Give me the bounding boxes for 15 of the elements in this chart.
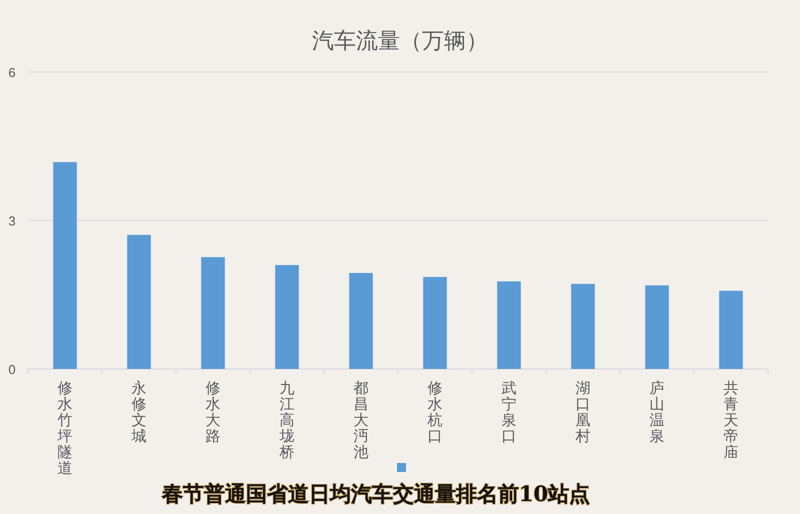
title: 汽车流量（万辆） bbox=[312, 28, 488, 53]
y-tick-label: 3 bbox=[8, 214, 16, 228]
x-tick-label: 武宁泉口 bbox=[502, 380, 516, 445]
annotation: 春节普通国省道日均汽车交通量排名前10站点 bbox=[162, 481, 590, 506]
x-tick-label: 修水杭口 bbox=[428, 380, 442, 445]
x-tick-label: 庐山温泉 bbox=[650, 380, 664, 445]
y-tick-label: 0 bbox=[8, 362, 16, 377]
x-tick-label: 共青天帝庙 bbox=[724, 380, 738, 461]
x-tick-label: 修水大路 bbox=[206, 380, 220, 445]
x-tick-label: 都昌大沔池 bbox=[354, 380, 368, 461]
x-tick-label: 湖口凰村 bbox=[576, 380, 590, 445]
x-tick-label: 永修文城 bbox=[132, 380, 146, 445]
y-tick-label: 6 bbox=[8, 65, 16, 80]
x-tick-label: 九江高垅桥 bbox=[280, 380, 294, 461]
x-tick-label: 修水竹坪隧道 bbox=[58, 380, 72, 477]
